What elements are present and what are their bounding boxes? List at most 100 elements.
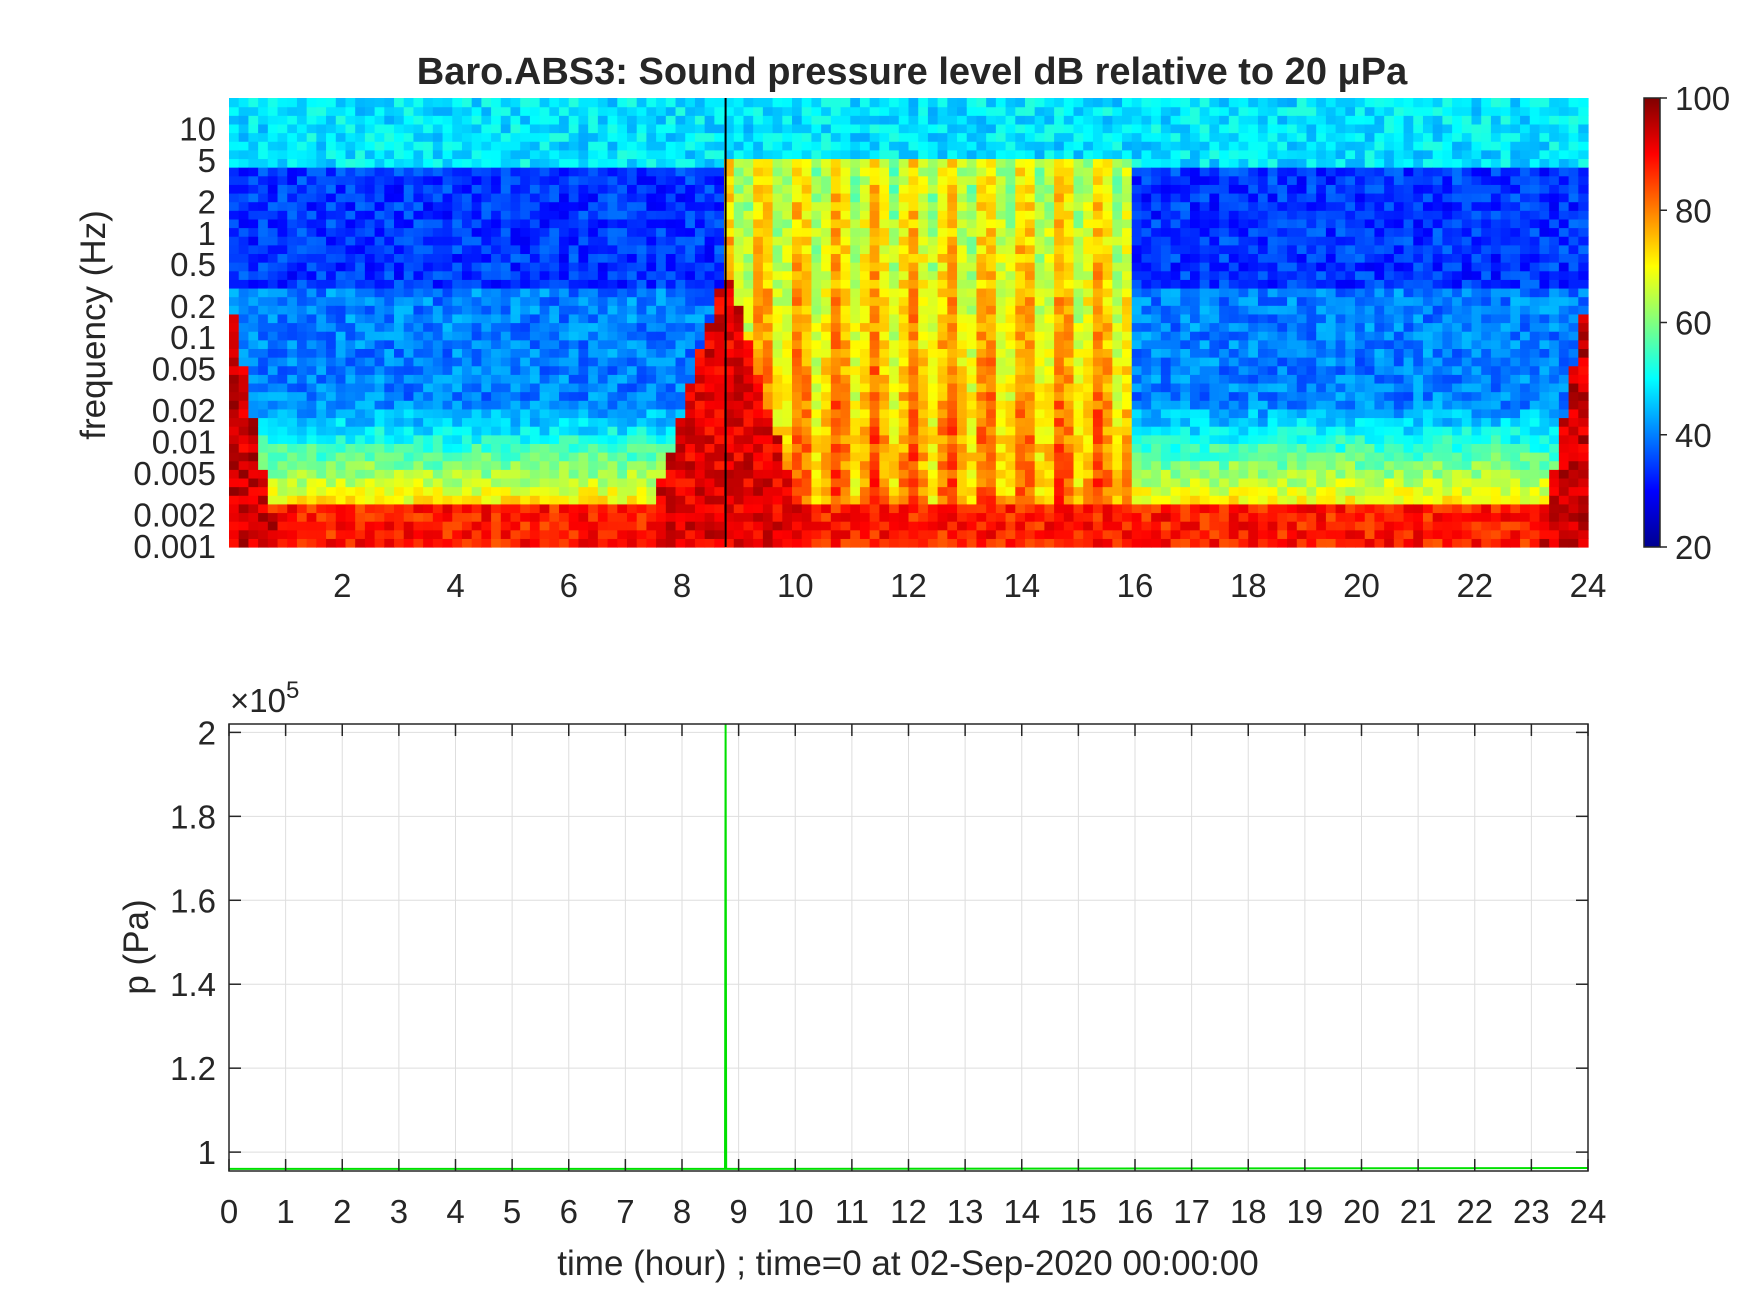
spectrogram-cell: [694, 322, 706, 332]
spectrogram-cell: [976, 287, 987, 298]
spectrogram-cell: [957, 244, 968, 255]
spectrogram-cell: [772, 452, 783, 462]
spectrogram-cell: [617, 434, 628, 444]
spectrogram-cell: [685, 236, 696, 246]
spectrogram-cell: [559, 141, 570, 151]
spectrogram-cell: [801, 382, 813, 393]
spectrogram-cell: [374, 115, 385, 125]
spectrogram-cell: [898, 417, 910, 427]
spectrogram-cell: [549, 262, 560, 272]
spectrogram-cell: [568, 529, 580, 539]
spectrogram-cell: [1063, 512, 1075, 522]
spectrogram-cell: [733, 98, 745, 108]
spectrogram-cell: [326, 123, 337, 134]
spectrogram-cell: [656, 452, 667, 462]
spectrogram-cell: [364, 98, 376, 108]
spectrogram-cell: [869, 158, 880, 168]
spectrogram-cell: [1083, 382, 1094, 393]
spectrogram-cell: [597, 417, 609, 427]
spectrogram-cell: [316, 452, 327, 462]
spectrogram-cell: [335, 486, 347, 496]
spectrogram-cell: [782, 538, 793, 548]
spectrogram-cell: [1054, 262, 1065, 272]
spectrogram-cell: [229, 236, 240, 246]
spectrogram-cell: [927, 408, 939, 419]
spectrogram-cell: [491, 529, 502, 539]
spectrogram-cell: [617, 408, 628, 419]
spectrogram-cell: [995, 400, 1007, 410]
spectrogram-cell: [491, 408, 502, 419]
spectrogram-cell: [850, 477, 861, 488]
spectrogram-cell: [296, 175, 308, 185]
spectrogram-cell: [568, 167, 580, 177]
spectrogram-cell: [947, 218, 958, 229]
spectrogram-cell: [626, 270, 638, 280]
spectrogram-cell: [811, 244, 822, 255]
spectrogram-cell: [267, 279, 279, 289]
spectrogram-cell: [413, 244, 424, 255]
spectrogram-cell: [937, 115, 948, 125]
spectrogram-cell: [306, 374, 317, 384]
spectrogram-cell: [1073, 175, 1084, 185]
spectrogram-cell: [481, 106, 492, 116]
spectrogram-cell: [859, 236, 871, 246]
spectrogram-cell: [355, 236, 366, 246]
spectrogram-cell: [821, 348, 832, 358]
spectrogram-cell: [1005, 296, 1016, 306]
spectrogram-cell: [898, 115, 910, 125]
spectrogram-cell: [957, 98, 968, 108]
spectrogram-cell: [976, 313, 987, 324]
spectrogram-cell: [607, 529, 618, 539]
spectrogram-cell: [957, 477, 968, 488]
spectrogram-cell: [986, 521, 997, 531]
spectrogram-cell: [529, 305, 541, 315]
spectrogram-cell: [1034, 374, 1045, 384]
spectrogram-cell: [908, 296, 919, 306]
spectrogram-cell: [1063, 167, 1075, 177]
spectrogram-cell: [694, 331, 706, 341]
spectrogram-cell: [267, 149, 279, 160]
spectrogram-cell: [1083, 538, 1094, 548]
spectrogram-cell: [782, 391, 793, 401]
spectrogram-cell: [869, 305, 880, 315]
spectrogram-cell: [694, 244, 706, 255]
spectrogram-cell: [1141, 322, 1152, 332]
spectrogram-cell: [1005, 339, 1016, 349]
spectrogram-cell: [500, 417, 512, 427]
spectrogram-cell: [296, 357, 308, 367]
spectrogram-cell: [491, 460, 502, 470]
spectrogram-cell: [306, 184, 317, 194]
spectrogram-cell: [1015, 339, 1026, 349]
spectrogram-cell: [258, 141, 269, 151]
spectrogram-cell: [1102, 305, 1113, 315]
spectrogram-cell: [918, 426, 929, 436]
spectrogram-cell: [821, 452, 832, 462]
spectrogram-cell: [549, 244, 560, 255]
spectrogram-cell: [461, 469, 473, 479]
spectrogram-cell: [879, 218, 890, 229]
spectrogram-cell: [1005, 236, 1016, 246]
spectrogram-cell: [287, 149, 298, 160]
spectrogram-cell: [1151, 244, 1162, 255]
spectrogram-cell: [811, 452, 822, 462]
spectrogram-cell: [762, 201, 774, 211]
spectrogram-cell: [656, 253, 667, 263]
spectrogram-cell: [1063, 374, 1075, 384]
spectrogram-cell: [908, 408, 919, 419]
spectrogram-cell: [869, 365, 880, 375]
spectrogram-cell: [976, 443, 987, 453]
spectrogram-cell: [588, 218, 599, 229]
spectrogram-cell: [714, 357, 725, 367]
spectrogram-cell: [1151, 98, 1162, 108]
spectrogram-cell: [277, 322, 288, 332]
spectrogram-cell: [549, 417, 560, 427]
spectrogram-cell: [724, 443, 735, 453]
spectrogram-cell: [966, 132, 978, 142]
spectrogram-cell: [413, 270, 424, 280]
spectrogram-cell: [1122, 175, 1133, 185]
spectrogram-cell: [889, 184, 900, 194]
spectrogram-cell: [258, 391, 269, 401]
spectrogram-cell: [918, 503, 929, 514]
spectrogram-cell: [665, 218, 677, 229]
spectrogram-cell: [258, 434, 269, 444]
